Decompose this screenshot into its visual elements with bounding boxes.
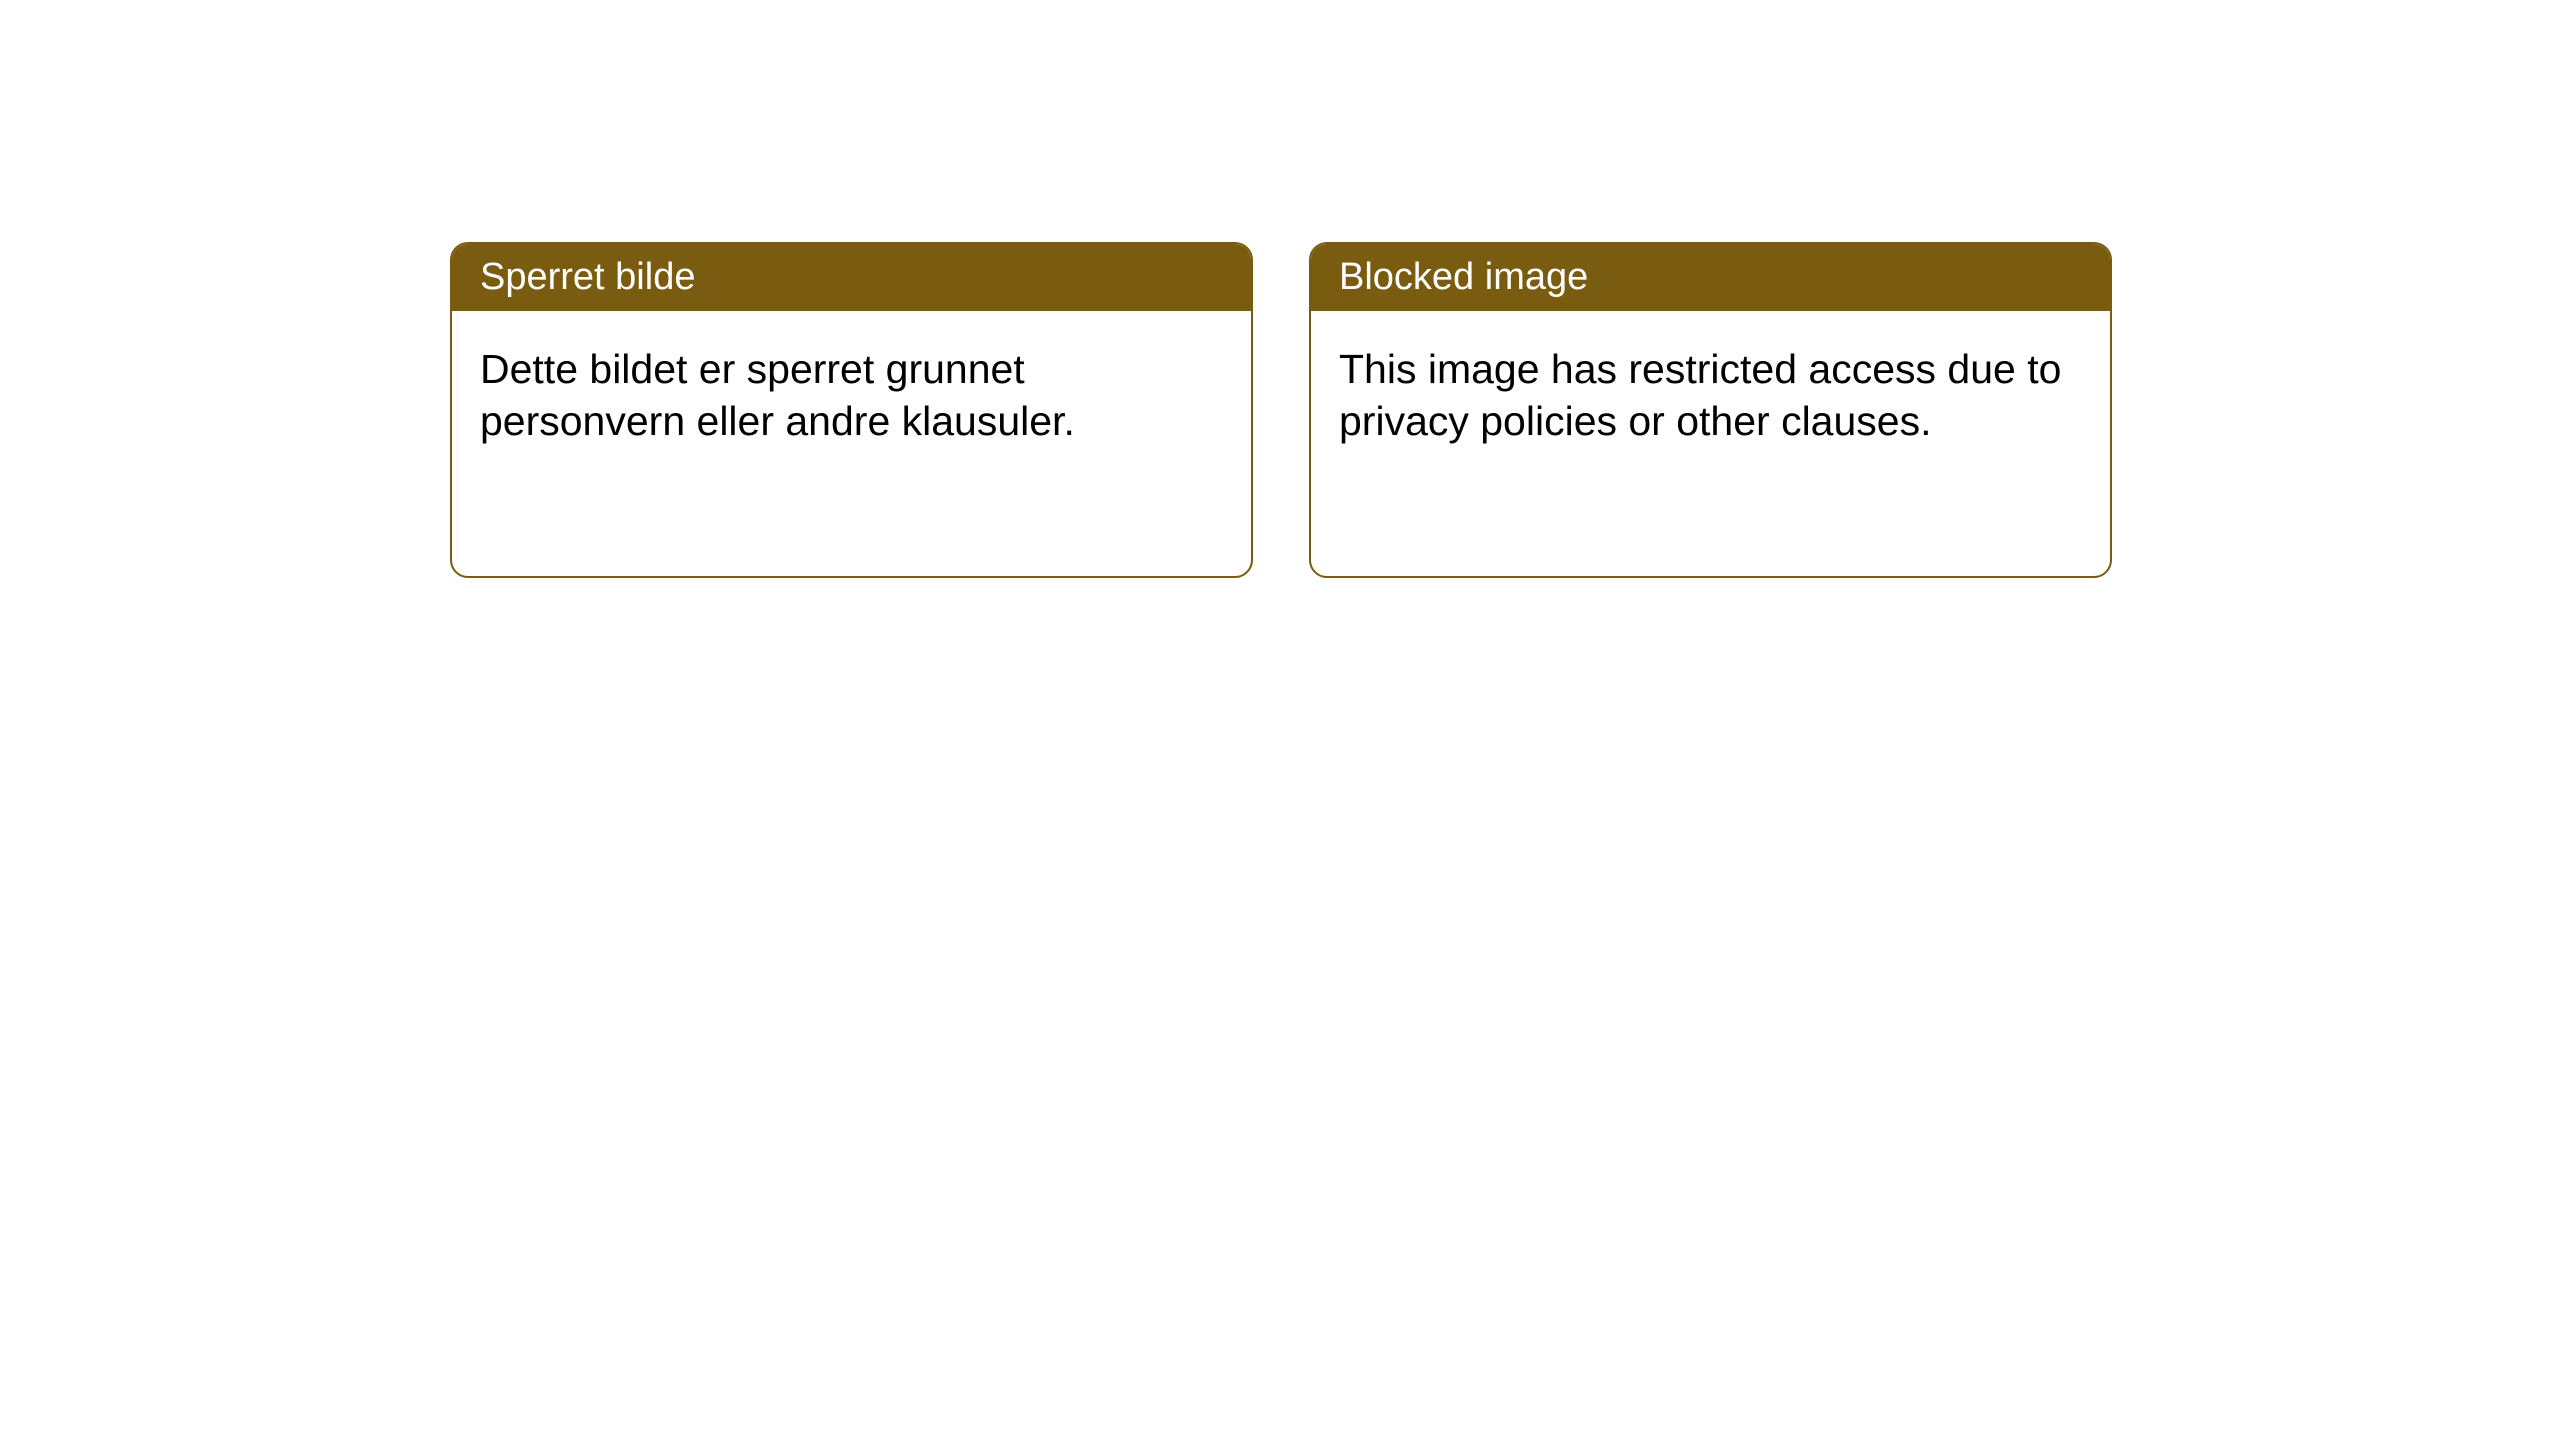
card-text-no: Dette bildet er sperret grunnet personve… [480,346,1075,444]
card-header-en: Blocked image [1311,244,2110,311]
card-body-no: Dette bildet er sperret grunnet personve… [452,311,1251,480]
card-header-no: Sperret bilde [452,244,1251,311]
card-body-en: This image has restricted access due to … [1311,311,2110,480]
card-title-no: Sperret bilde [480,256,695,298]
card-title-en: Blocked image [1339,256,1588,298]
notice-container: Sperret bilde Dette bildet er sperret gr… [0,0,2560,578]
blocked-image-card-en: Blocked image This image has restricted … [1309,242,2112,578]
card-text-en: This image has restricted access due to … [1339,346,2061,444]
blocked-image-card-no: Sperret bilde Dette bildet er sperret gr… [450,242,1253,578]
